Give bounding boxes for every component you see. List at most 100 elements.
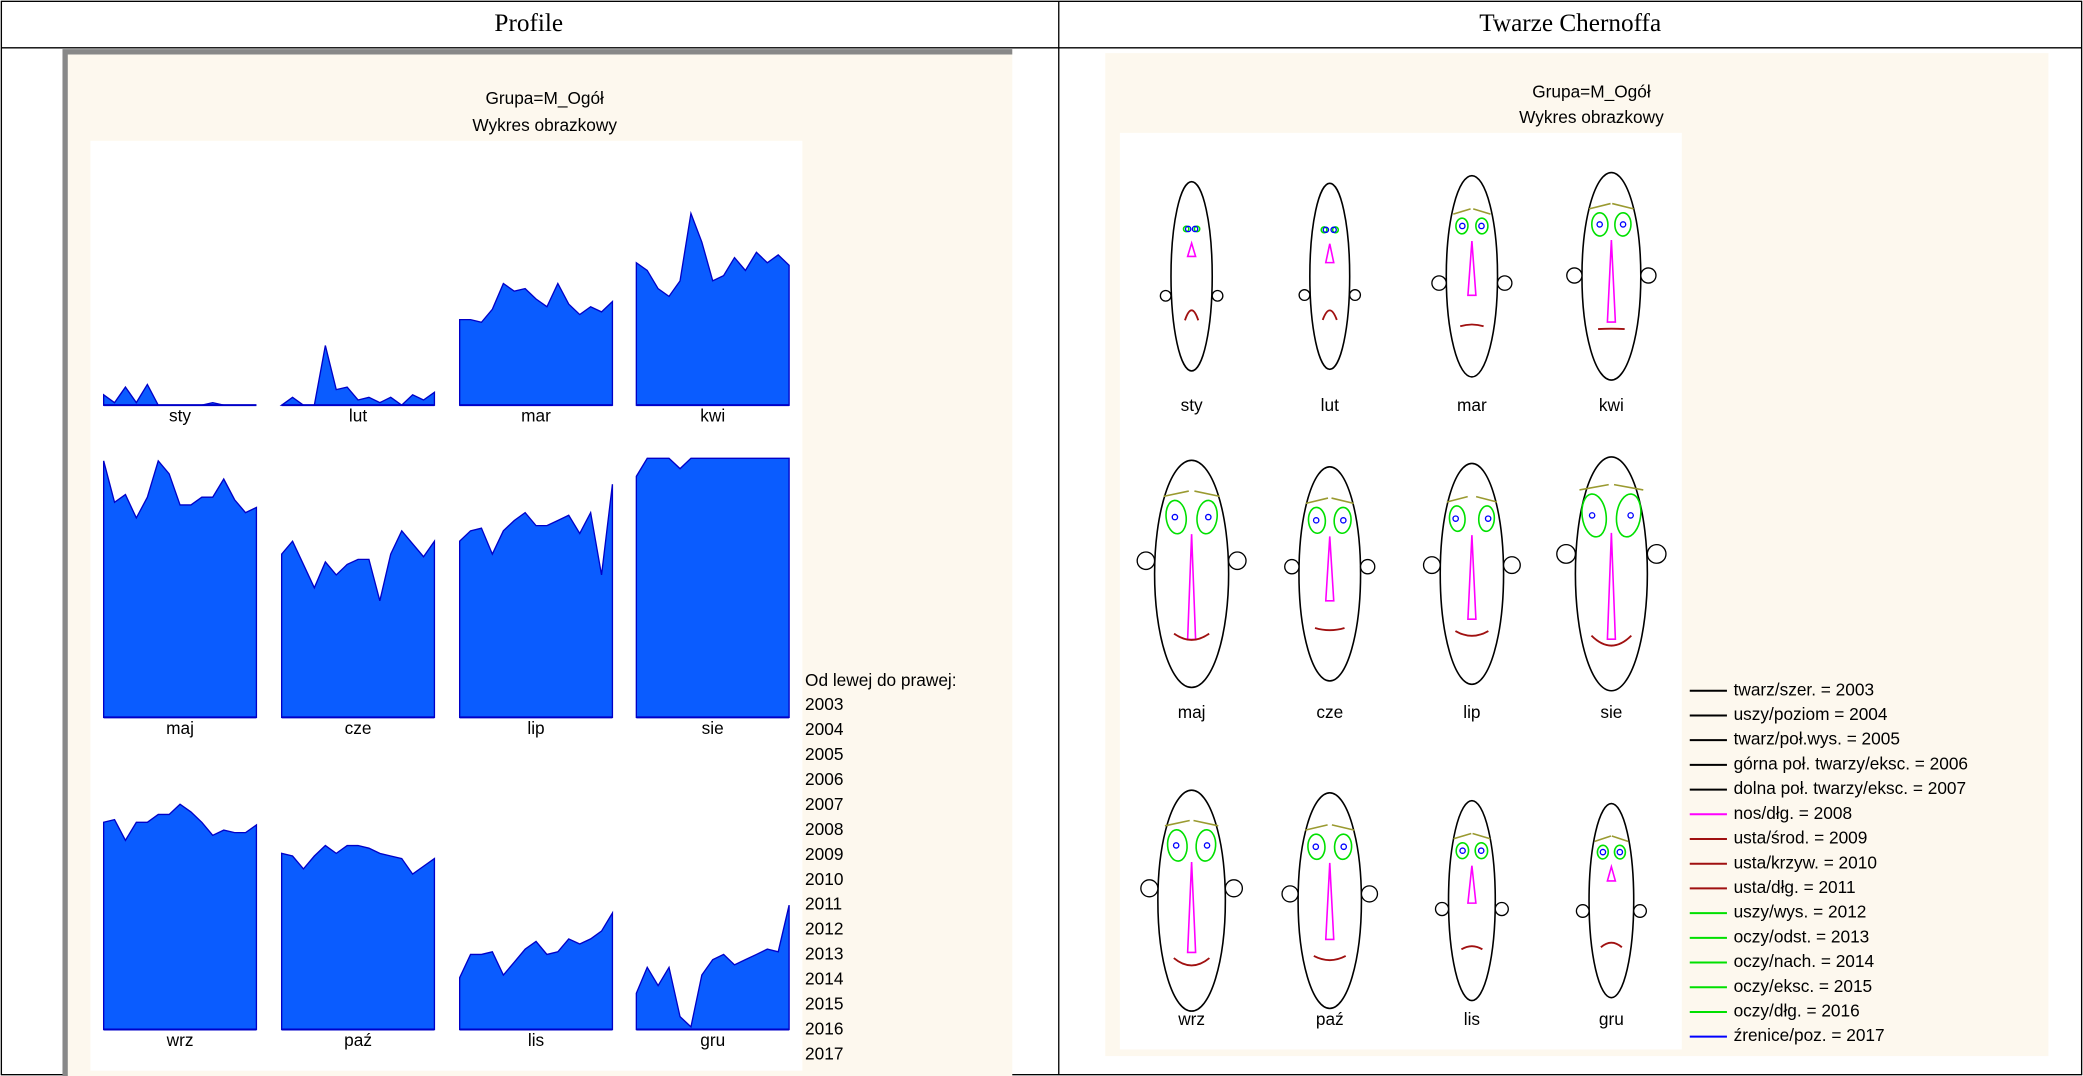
nose <box>1467 865 1477 904</box>
pupil <box>1191 225 1199 233</box>
ear <box>1281 885 1299 903</box>
eye <box>1196 499 1218 535</box>
ear <box>1566 267 1583 284</box>
ear <box>1575 904 1590 918</box>
profile-area <box>635 905 790 1031</box>
eyebrow <box>1588 202 1611 210</box>
panel-label: lis <box>528 1030 544 1050</box>
legend-entry: uszy/wys. = 2012 <box>1734 902 1867 922</box>
ear <box>1422 556 1441 575</box>
eye <box>1455 217 1469 235</box>
nose <box>1324 243 1335 264</box>
nose <box>1606 863 1617 882</box>
mouth <box>1173 632 1210 641</box>
eye <box>1475 217 1489 235</box>
column-header: Twarze Chernoffa <box>1479 10 1661 37</box>
pupil <box>1459 847 1466 855</box>
eyebrow <box>1475 495 1498 503</box>
legend-entry: 2011 <box>805 894 842 914</box>
pupil <box>1599 848 1607 856</box>
pupil <box>1478 222 1485 230</box>
chart-title: Grupa=M_Ogół <box>1532 82 1651 102</box>
legend-entry: 2010 <box>805 869 843 889</box>
nose <box>1186 861 1197 954</box>
mouth <box>1460 945 1483 951</box>
ear <box>1349 289 1362 302</box>
nose <box>1606 239 1617 323</box>
eyebrow <box>1193 819 1219 827</box>
plot-area <box>1119 132 1682 1050</box>
legend-entry: 2005 <box>805 744 843 764</box>
eyebrow <box>1194 490 1220 498</box>
ear <box>1431 275 1447 291</box>
eye <box>1333 506 1352 535</box>
pupil <box>1171 513 1179 521</box>
nose <box>1467 241 1477 297</box>
eye <box>1614 212 1632 237</box>
image-frame <box>62 49 1013 1076</box>
legend-entry: usta/krzyw. = 2010 <box>1734 852 1877 872</box>
face <box>1170 180 1214 372</box>
pupil <box>1616 848 1624 856</box>
face-label: lut <box>1321 395 1339 415</box>
panel-label: lut <box>349 406 367 426</box>
ear <box>1502 556 1521 575</box>
face-label: sie <box>1600 702 1622 722</box>
chart-title: Grupa=M_Ogół <box>485 88 604 108</box>
face-label: cze <box>1316 702 1343 722</box>
legend-entry: oczy/dłg. = 2016 <box>1734 1001 1860 1021</box>
face <box>1309 182 1351 371</box>
profile-area <box>635 457 790 718</box>
panel-label: sty <box>169 406 191 426</box>
legend-entry: twarz/szer. = 2003 <box>1734 679 1874 699</box>
eyebrow <box>1472 832 1491 840</box>
legend-entry: usta/dłg. = 2011 <box>1734 877 1856 897</box>
eyebrow <box>1305 497 1329 505</box>
pupil <box>1484 515 1492 522</box>
panel-label: cze <box>345 718 372 738</box>
panel-label: kwi <box>700 406 725 426</box>
eye <box>1477 505 1496 533</box>
nose <box>1324 862 1335 941</box>
eyebrow <box>1613 483 1644 491</box>
face <box>1298 465 1362 682</box>
panel-label: lip <box>527 718 544 738</box>
panel-label: paź <box>344 1030 372 1050</box>
profile-area <box>280 844 436 1031</box>
face-label: gru <box>1599 1009 1624 1029</box>
pupil <box>1627 512 1634 519</box>
ear <box>1211 289 1224 302</box>
profile-area <box>102 803 258 1031</box>
ear <box>1359 558 1376 575</box>
legend-entry: dolna poł. twarzy/eksc. = 2007 <box>1734 778 1967 798</box>
legend-entry: 2012 <box>805 919 843 939</box>
eyebrow <box>1611 835 1629 843</box>
mouth <box>1454 630 1489 637</box>
legend-entry: 2009 <box>805 844 843 864</box>
legend-entry: oczy/odst. = 2013 <box>1734 926 1870 946</box>
face-label: kwi <box>1599 395 1624 415</box>
face <box>1153 459 1230 689</box>
legend-entry: 2003 <box>805 694 843 714</box>
pupil <box>1340 516 1347 524</box>
ear <box>1298 289 1311 302</box>
nose <box>1467 535 1477 620</box>
eyebrow <box>1163 490 1189 498</box>
eyebrow <box>1164 819 1190 827</box>
profile-area <box>280 529 436 718</box>
eye <box>1455 841 1470 860</box>
mouth <box>1321 309 1338 321</box>
profile-area <box>458 910 614 1031</box>
eye <box>1591 212 1609 237</box>
legend-entry: 2008 <box>805 819 843 839</box>
face <box>1157 789 1227 1012</box>
eye <box>1474 841 1489 860</box>
pupil <box>1459 222 1466 230</box>
legend-entry: uszy/poziom = 2004 <box>1734 704 1888 724</box>
eye <box>1333 833 1353 861</box>
legend-entry: 2015 <box>805 994 843 1014</box>
face-label: lip <box>1463 702 1480 722</box>
eye <box>1307 833 1326 861</box>
